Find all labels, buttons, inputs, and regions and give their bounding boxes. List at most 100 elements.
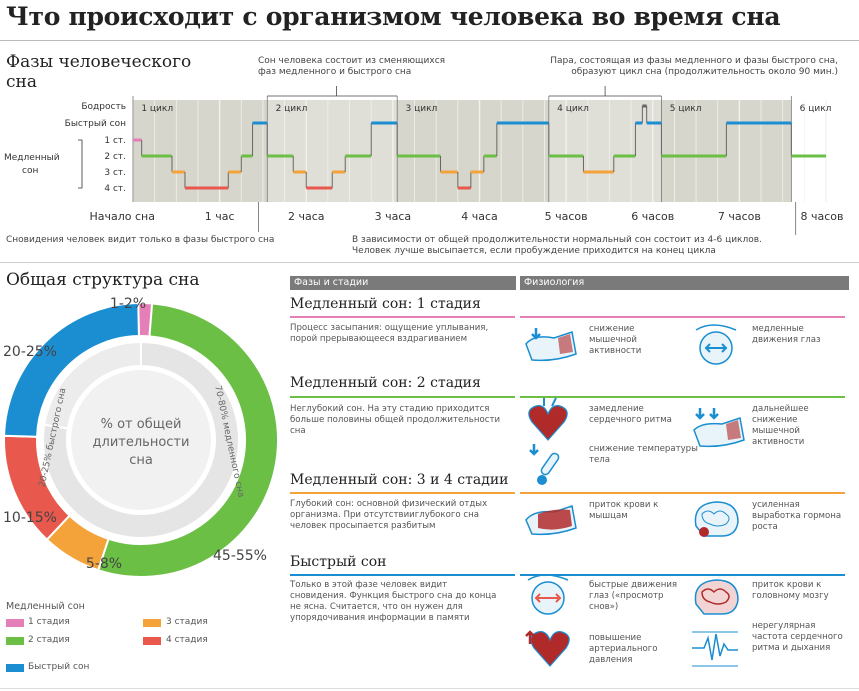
muscle-blood-icon bbox=[525, 505, 577, 536]
y-label: 3 ст. bbox=[104, 168, 126, 178]
note-cycle-definition: Пара, состоящая из фазы медленного и фаз… bbox=[538, 56, 838, 78]
legend-label-stage1: 1 стадия bbox=[28, 617, 70, 627]
center-label: длительности bbox=[93, 435, 190, 450]
legend-label-stage2: 2 стадия bbox=[28, 635, 70, 645]
stage-divider-4 bbox=[290, 574, 515, 576]
table-header-phases: Фазы и стадии bbox=[290, 276, 516, 290]
phases-title-line1: Фазы человеческого bbox=[6, 52, 192, 72]
slice-label: 10-15% bbox=[3, 510, 57, 526]
slice-label: 20-25% bbox=[3, 344, 57, 360]
y-group-bracket bbox=[78, 139, 83, 189]
x-label: 2 часа bbox=[288, 210, 325, 223]
title-divider bbox=[0, 40, 859, 41]
phys-2-1: замедление сердечного ритма bbox=[589, 404, 672, 425]
section-divider bbox=[0, 262, 859, 263]
structure-title: Общая структура сна bbox=[6, 270, 200, 290]
stage-desc-2: Неглубокий сон. На эту стадию приходится… bbox=[290, 404, 501, 436]
stage-divider-3 bbox=[290, 492, 515, 494]
donut-slice bbox=[3, 302, 140, 438]
y-label: 2 ст. bbox=[104, 152, 126, 162]
cycle-label: 3 цикл bbox=[406, 104, 438, 114]
x-label: 1 час bbox=[205, 210, 235, 223]
note-line: В зависимости от общей продолжительности… bbox=[352, 235, 762, 245]
legend-swatch-stage4 bbox=[143, 637, 161, 645]
donut-center bbox=[71, 370, 211, 510]
phys-1-2: медленные движения глаз bbox=[752, 324, 821, 345]
eye-rem-icon bbox=[527, 574, 569, 615]
slice-label: 1-2% bbox=[110, 296, 146, 312]
note-line: Пара, состоящая из фазы медленного и фаз… bbox=[550, 56, 838, 66]
inner-ring-segment bbox=[43, 340, 142, 430]
y-label: 4 ст. bbox=[104, 184, 126, 194]
note-dreams: Сновидения человек видит только в фазы б… bbox=[6, 235, 275, 245]
stage-desc-4: Только в этой фазе человек видит сновиде… bbox=[290, 580, 497, 623]
legend-swatch-rem bbox=[6, 664, 24, 672]
cycle-label: 1 цикл bbox=[141, 104, 173, 114]
x-label: 8 часов bbox=[801, 210, 844, 223]
x-label: 5 часов bbox=[545, 210, 588, 223]
phases-title: Фазы человеческого сна bbox=[6, 52, 191, 92]
stage-title-1: Медленный сон: 1 стадия bbox=[290, 296, 481, 312]
y-label: 1 ст. bbox=[104, 136, 126, 146]
phases-title-line2: сна bbox=[6, 72, 37, 92]
cycle-label: 2 цикл bbox=[276, 104, 308, 114]
cycle-label: 4 цикл bbox=[557, 104, 589, 114]
x-label: 3 часа bbox=[375, 210, 412, 223]
y-label: Бодрость bbox=[81, 102, 126, 112]
donut-slice bbox=[96, 302, 279, 578]
cycle-label: 5 цикл bbox=[670, 104, 702, 114]
legend-swatch-stage3 bbox=[143, 619, 161, 627]
x-label: Начало сна bbox=[90, 210, 156, 223]
legend-label-stage3: 3 стадия bbox=[166, 617, 208, 627]
stage-divider-3b bbox=[520, 492, 845, 494]
legend-label-rem: Быстрый сон bbox=[28, 662, 90, 672]
slice-label: 45-55% bbox=[213, 548, 267, 564]
heart-icon bbox=[528, 397, 568, 441]
y-group-label: Медленный bbox=[4, 153, 60, 163]
x-label: 7 часов bbox=[718, 210, 761, 223]
donut-inner-ring bbox=[40, 339, 242, 541]
y-group-label: сон bbox=[22, 166, 38, 176]
hypnogram-y-labels: Бодрость Быстрый сон 1 ст. 2 ст. 3 ст. 4 ст. М… bbox=[4, 102, 126, 194]
note-line: фаз медленного и быстрого сна bbox=[258, 67, 412, 77]
inner-ring-segment bbox=[42, 340, 240, 539]
center-label: сна bbox=[129, 453, 153, 468]
slice-label: 5-8% bbox=[86, 556, 122, 572]
arm-relax-icon bbox=[525, 328, 577, 362]
legend-swatch-stage2 bbox=[6, 637, 24, 645]
note-line: Человек лучше высыпается, если пробужден… bbox=[352, 246, 716, 256]
page-title: Что происходит с организмом человека во … bbox=[6, 2, 781, 31]
note-phases-alternate: Сон человека состоит из сменяющихся фаз … bbox=[258, 56, 445, 78]
hypnogram-chart: Бодрость Быстрый сон 1 ст. 2 ст. 3 ст. 4 ст. М… bbox=[4, 86, 844, 235]
thermometer-icon bbox=[529, 444, 560, 485]
stage-title-3: Медленный сон: 3 и 4 стадии bbox=[290, 472, 509, 488]
brain-growth-icon bbox=[694, 501, 739, 537]
hypnogram-lines bbox=[133, 104, 826, 190]
x-label: 4 часа bbox=[461, 210, 498, 223]
cycle-band bbox=[397, 100, 549, 202]
bottom-divider bbox=[0, 688, 859, 689]
stage-desc-1: Процесс засыпания: ощущение уплывания, п… bbox=[290, 323, 489, 344]
stage-divider-1b bbox=[520, 316, 845, 318]
phys-4-2: приток крови к головному мозгу bbox=[752, 580, 829, 601]
hypnogram-x-labels: Начало сна 1 час 2 часа 3 часа 4 часа 5 часов… bbox=[90, 210, 844, 223]
center-label: % от общей bbox=[101, 417, 182, 432]
stage-divider-2 bbox=[290, 396, 515, 398]
phys-3-2: усиленная выработка гормона роста bbox=[752, 500, 842, 532]
stage-desc-3: Глубокий сон: основной физический отдых … bbox=[290, 499, 488, 531]
hypnogram-annotations bbox=[258, 86, 797, 235]
legend-label-stage4: 4 стадия bbox=[166, 635, 208, 645]
phys-2-2: дальнейшее снижение мышечной активности bbox=[752, 404, 809, 447]
eye-slow-icon bbox=[695, 324, 737, 365]
phys-1-1: снижение мышечной активности bbox=[589, 324, 642, 356]
brain-blood-icon bbox=[694, 579, 739, 615]
stage-divider-1 bbox=[290, 316, 515, 318]
note-line: Сон человека состоит из сменяющихся bbox=[258, 56, 446, 66]
donut-outer-ring bbox=[3, 302, 279, 578]
phys-4-1: быстрые движения глаз («просмотр снов») bbox=[589, 580, 678, 612]
phys-4-3: повышение артериального давления bbox=[589, 633, 658, 665]
stage-title-4: Быстрый сон bbox=[290, 554, 387, 570]
legend-title: Медленный сон bbox=[6, 601, 85, 612]
stage-divider-4b bbox=[520, 574, 845, 576]
y-label: Быстрый сон bbox=[65, 119, 126, 129]
